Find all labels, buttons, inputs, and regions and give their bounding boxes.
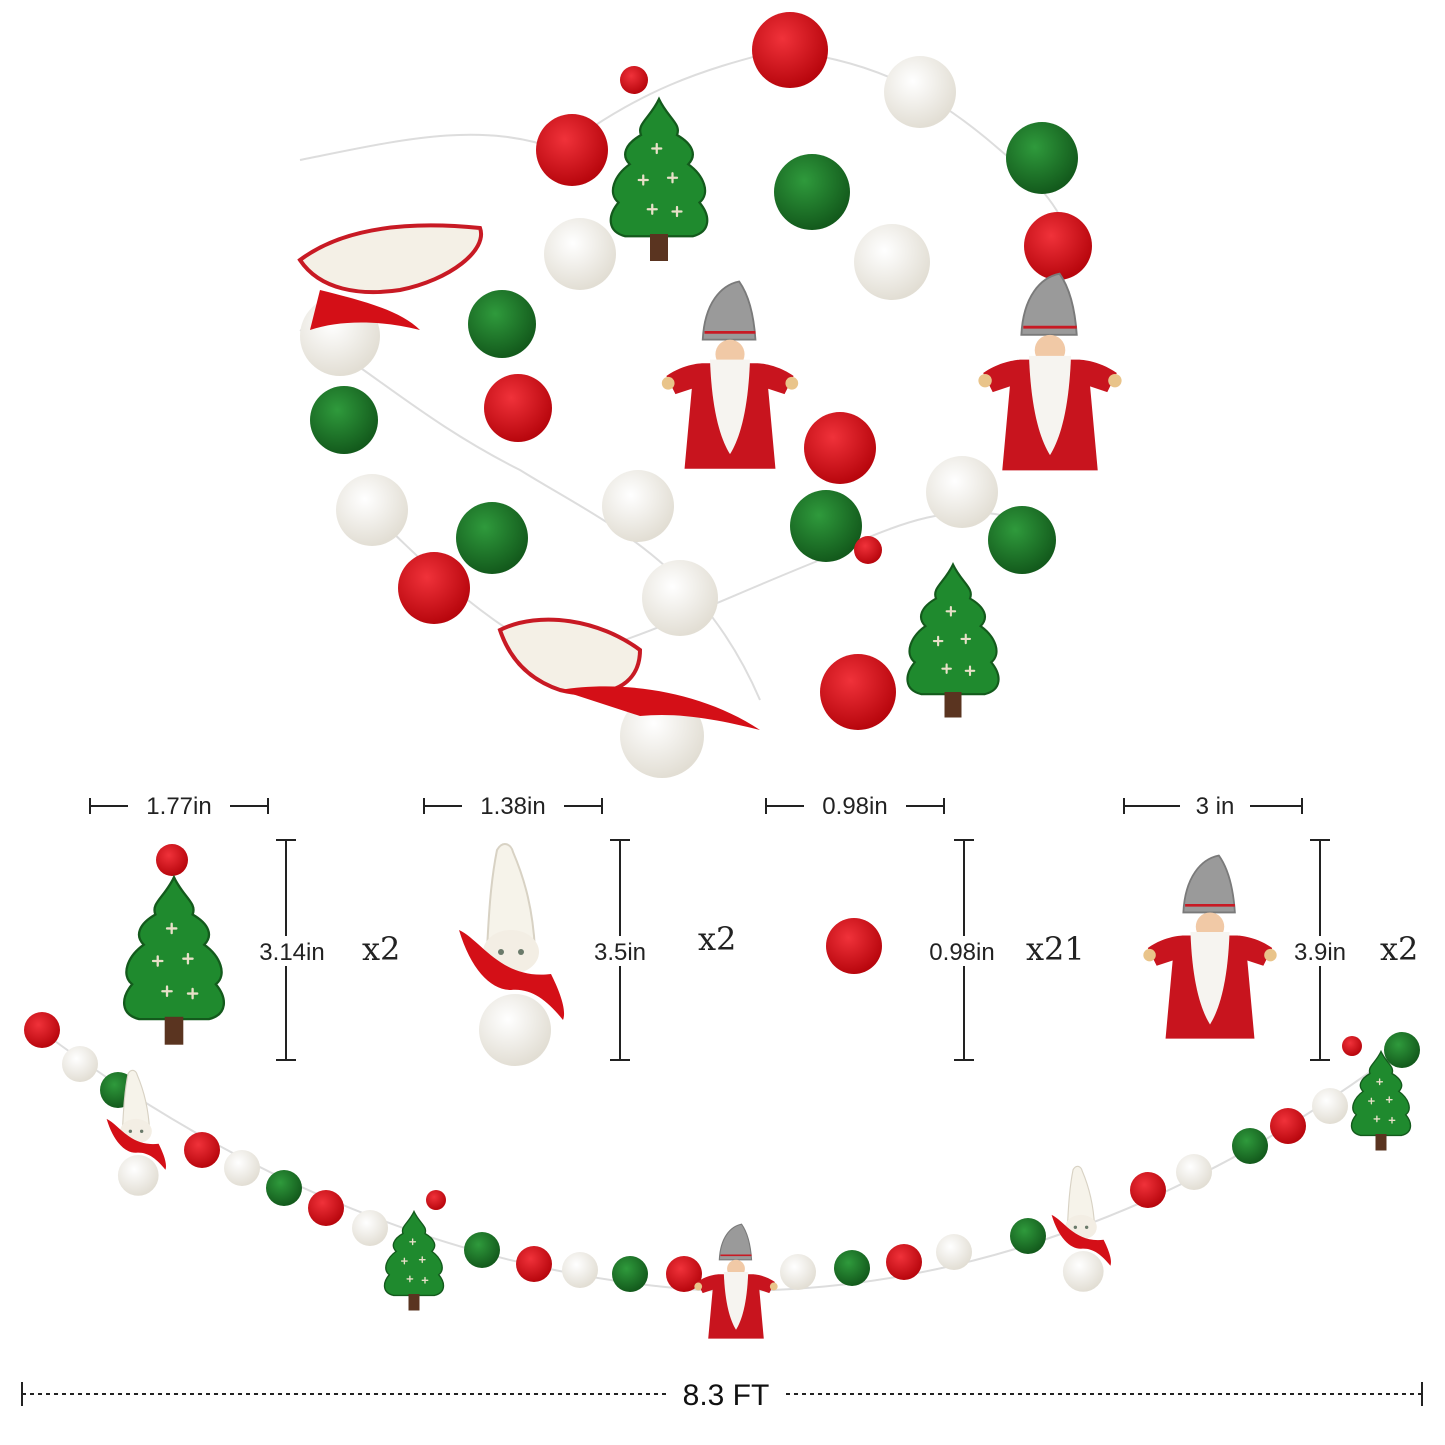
ball-width-label: 0.98in bbox=[822, 793, 887, 820]
ball-red bbox=[484, 374, 552, 442]
gnome-width-label: 1.38in bbox=[480, 793, 545, 820]
gnome-scarf bbox=[560, 686, 760, 730]
tree-item-image bbox=[122, 876, 226, 1046]
santa-ornament bbox=[976, 272, 1124, 473]
ball-red bbox=[1024, 212, 1092, 280]
ball-white bbox=[884, 56, 956, 128]
ball-red bbox=[536, 114, 608, 186]
gnome-quantity: x2 bbox=[698, 920, 736, 958]
santa-width-label: 3 in bbox=[1196, 793, 1235, 820]
total-length-label: 8.3 FT bbox=[683, 1379, 770, 1412]
ball-green bbox=[310, 386, 378, 454]
santa-on-strand bbox=[693, 1223, 779, 1340]
santa-height-label: 3.9in bbox=[1294, 939, 1346, 966]
tree-on-strand bbox=[383, 1210, 445, 1312]
ball-green bbox=[456, 502, 528, 574]
ball-white bbox=[336, 474, 408, 546]
total-length-indicator bbox=[21, 1382, 1423, 1406]
gnome-hat bbox=[297, 223, 484, 295]
ball-green bbox=[988, 506, 1056, 574]
ball-white bbox=[544, 218, 616, 290]
gnome-on-strand bbox=[1050, 1165, 1112, 1293]
ball-height-label: 0.98in bbox=[929, 939, 994, 966]
gnome-hat bbox=[497, 617, 643, 696]
santa-item-image bbox=[1141, 854, 1279, 1041]
gnome-item-image bbox=[457, 842, 566, 1068]
ball-green bbox=[1006, 122, 1078, 194]
ball-green bbox=[774, 154, 850, 230]
ball-green bbox=[790, 490, 862, 562]
ball-red-small bbox=[854, 536, 882, 564]
ball-item-image bbox=[826, 918, 882, 974]
gnome-scarf bbox=[310, 290, 420, 330]
tree-width-label: 1.77in bbox=[146, 793, 211, 820]
tree-height-label: 3.14in bbox=[259, 939, 324, 966]
ball-red bbox=[804, 412, 876, 484]
ball-white bbox=[642, 560, 718, 636]
ball-white bbox=[926, 456, 998, 528]
ball-red bbox=[820, 654, 896, 730]
ball-white bbox=[602, 470, 674, 542]
ball-quantity: x21 bbox=[1026, 930, 1085, 968]
santa-quantity: x2 bbox=[1380, 930, 1418, 968]
tree-quantity: x2 bbox=[362, 930, 400, 968]
ball-white bbox=[854, 224, 930, 300]
garland-pile-photo bbox=[297, 12, 1124, 778]
ball-red-small bbox=[620, 66, 648, 94]
tree-topper-ball bbox=[156, 844, 188, 876]
ball-red bbox=[398, 552, 470, 624]
ball-green bbox=[468, 290, 536, 358]
ball-red bbox=[752, 12, 828, 88]
tree-ornament bbox=[609, 97, 709, 263]
gnome-height-label: 3.5in bbox=[594, 939, 646, 966]
tree-ornament bbox=[905, 562, 1001, 720]
garland-strand bbox=[24, 1012, 1420, 1340]
santa-ornament bbox=[660, 279, 800, 471]
